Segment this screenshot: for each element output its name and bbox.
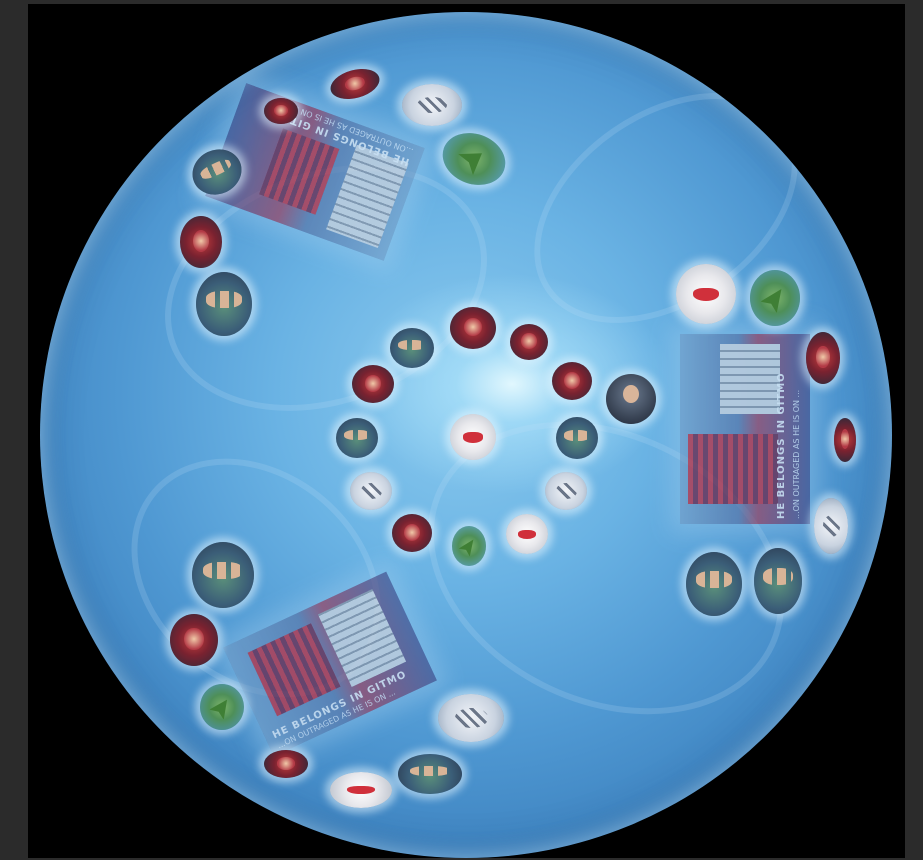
- outer-thumbnail[interactable]: [438, 694, 504, 742]
- frame-border-left: [0, 0, 28, 860]
- banner-stripes: [247, 623, 341, 717]
- outer-thumbnail[interactable]: [327, 64, 383, 104]
- ring-thumbnail[interactable]: [352, 365, 394, 403]
- outer-thumbnail[interactable]: [806, 332, 840, 384]
- banner-building: [720, 344, 780, 414]
- outer-thumbnail[interactable]: [814, 498, 848, 554]
- ring-thumbnail[interactable]: [510, 324, 548, 360]
- banner-subline: ...ON OUTRAGED AS HE IS ON ...: [792, 389, 801, 519]
- outer-thumbnail[interactable]: [330, 772, 392, 808]
- ring-thumbnail[interactable]: [556, 417, 598, 459]
- outer-thumbnail[interactable]: [180, 216, 222, 268]
- poster-banner[interactable]: HE BELONGS IN GITMO ...ON OUTRAGED AS HE…: [680, 334, 810, 524]
- outer-thumbnail[interactable]: [686, 552, 742, 616]
- ring-thumbnail[interactable]: [392, 514, 432, 552]
- featured-person-thumbnail[interactable]: [606, 374, 656, 424]
- ring-thumbnail[interactable]: [506, 514, 548, 554]
- gallery-viewport[interactable]: HE BELONGS IN GITMO ...ON OUTRAGED AS HE…: [28, 4, 905, 858]
- ring-thumbnail[interactable]: [350, 472, 392, 510]
- outer-thumbnail[interactable]: [834, 418, 856, 462]
- ring-thumbnail[interactable]: [450, 307, 496, 349]
- banner-stripes: [688, 434, 778, 504]
- banner-stripes: [259, 128, 340, 215]
- outer-thumbnail[interactable]: [192, 542, 254, 608]
- outer-thumbnail[interactable]: [196, 272, 252, 336]
- outer-thumbnail[interactable]: [200, 684, 244, 730]
- frame-border-bottom: [0, 858, 923, 860]
- ring-thumbnail[interactable]: [545, 472, 587, 510]
- ring-thumbnail[interactable]: [452, 526, 486, 566]
- outer-thumbnail[interactable]: [402, 84, 462, 126]
- ring-thumbnail[interactable]: [336, 418, 378, 458]
- outer-thumbnail[interactable]: [264, 98, 298, 124]
- outer-thumbnail[interactable]: [170, 614, 218, 666]
- image-sphere[interactable]: HE BELONGS IN GITMO ...ON OUTRAGED AS HE…: [40, 12, 892, 858]
- banner-headline: HE BELONGS IN GITMO: [776, 372, 787, 519]
- center-thumbnail[interactable]: [450, 414, 496, 460]
- outer-thumbnail[interactable]: [676, 264, 736, 324]
- ring-thumbnail[interactable]: [552, 362, 592, 400]
- outer-thumbnail[interactable]: [754, 548, 802, 614]
- outer-thumbnail[interactable]: [435, 124, 513, 194]
- frame-border-top: [0, 0, 923, 4]
- outer-thumbnail[interactable]: [264, 750, 308, 778]
- ring-thumbnail[interactable]: [390, 328, 434, 368]
- outer-thumbnail[interactable]: [750, 270, 800, 326]
- frame-border-right: [905, 0, 923, 860]
- outer-thumbnail[interactable]: [398, 754, 462, 794]
- poster-banner[interactable]: HE BELONGS IN GITMO ...ON OUTRAGED AS HE…: [223, 571, 437, 757]
